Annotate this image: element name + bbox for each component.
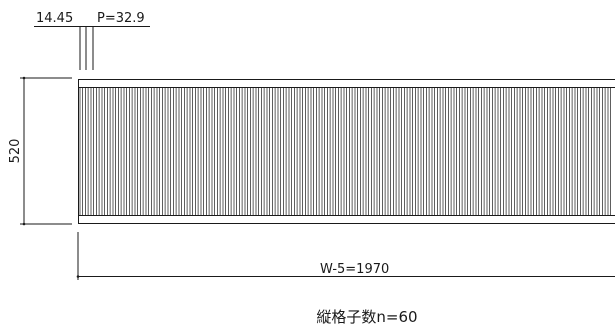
- height-tick-top: [22, 76, 26, 80]
- width-dimension: W-5=1970: [76, 232, 615, 280]
- bar-width-label: 14.45: [36, 11, 73, 26]
- vertical-bars: [79, 88, 611, 215]
- pitch-label: P=32.9: [97, 11, 145, 26]
- height-tick-bottom: [22, 222, 26, 226]
- grille: [78, 79, 615, 224]
- bottom-rail: [78, 215, 615, 224]
- height-dimension: 520: [8, 76, 72, 226]
- width-label: W-5=1970: [320, 262, 389, 277]
- bar-count-caption: 縦格子数n=60: [316, 308, 417, 326]
- pitch-dimension: 14.45 P=32.9: [34, 11, 150, 70]
- height-label: 520: [8, 139, 23, 164]
- top-rail: [78, 79, 615, 88]
- width-tick-left: [76, 275, 80, 278]
